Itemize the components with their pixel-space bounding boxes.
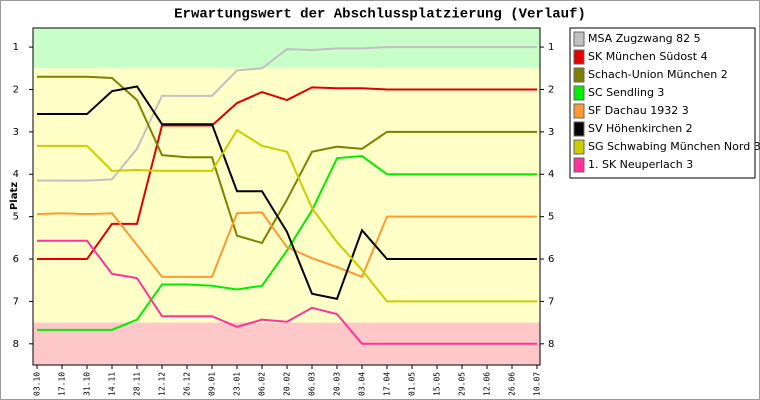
y-tick-label: 3 <box>548 127 554 138</box>
x-tick-label: 23.01 <box>233 372 242 396</box>
x-tick-label: 29.05 <box>458 372 467 396</box>
legend-label: SF Dachau 1932 3 <box>588 104 689 117</box>
x-tick-label: 01.05 <box>408 372 417 396</box>
x-tick-label: 20.02 <box>283 372 292 396</box>
chart-title: Erwartungswert der Abschlussplatzierung … <box>174 7 586 23</box>
y-tick-label: 4 <box>13 169 19 180</box>
x-tick-label: 12.12 <box>158 372 167 396</box>
x-tick-label: 10.07 <box>533 372 542 396</box>
y-tick-label: 8 <box>548 339 554 350</box>
x-tick-label: 17.04 <box>383 372 392 396</box>
x-tick-label: 03.10 <box>33 372 42 396</box>
series-line <box>37 85 537 301</box>
y-tick-label: 3 <box>13 127 19 138</box>
x-tick-label: 09.01 <box>208 372 217 396</box>
y-tick-label: 2 <box>548 84 554 95</box>
legend-swatch <box>573 121 585 137</box>
y-tick-label: 2 <box>13 84 19 95</box>
y-tick-label: 4 <box>548 169 554 180</box>
x-tick-label: 06.02 <box>258 372 267 396</box>
legend-label: SV Höhenkirchen 2 <box>588 122 693 135</box>
legend-swatch <box>573 157 585 173</box>
y-tick-label: 8 <box>13 339 19 350</box>
series-line <box>37 239 537 345</box>
band <box>33 68 540 323</box>
y-tick-label: 6 <box>548 254 554 265</box>
legend-label: SC Sendling 3 <box>588 86 664 99</box>
x-tick-label: 26.06 <box>508 372 517 396</box>
y-tick-label: 7 <box>13 296 19 307</box>
y-tick-label: 6 <box>13 254 19 265</box>
x-tick-label: 20.03 <box>333 372 342 396</box>
legend-label: 1. SK Neuperlach 3 <box>588 158 693 171</box>
x-tick-label: 03.04 <box>358 372 367 396</box>
x-tick-label: 12.06 <box>483 372 492 396</box>
legend-box <box>569 27 756 179</box>
legend-label: Schach-Union München 2 <box>588 68 728 81</box>
series-line <box>36 211 537 279</box>
legend-swatch <box>573 67 585 83</box>
x-tick-label: 28.11 <box>133 372 142 396</box>
legend-swatch <box>573 85 585 101</box>
x-tick-label: 17.10 <box>58 372 67 396</box>
y-tick-label: 5 <box>13 212 19 223</box>
x-tick-label: 31.10 <box>83 372 92 396</box>
legend-label: MSA Zugzwang 82 5 <box>588 32 701 45</box>
legend-swatch <box>573 49 585 65</box>
y-tick-label: 1 <box>13 42 19 53</box>
y-tick-label: 7 <box>548 296 554 307</box>
legend-swatch <box>573 31 585 47</box>
y-tick-label: 5 <box>548 212 554 223</box>
x-tick-label: 26.12 <box>183 372 192 396</box>
band <box>33 28 540 69</box>
y-tick-label: 1 <box>548 42 554 53</box>
series-line <box>37 154 537 331</box>
y-axis-label: Platz <box>9 182 20 210</box>
series-line <box>37 46 537 182</box>
legend-label: SG Schwabing München Nord 3 <box>588 140 760 153</box>
x-tick-label: 06.03 <box>308 372 317 396</box>
legend-swatch <box>573 103 585 119</box>
x-tick-label: 14.11 <box>108 372 117 396</box>
legend-label: SK München Südost 4 <box>588 50 708 63</box>
x-tick-label: 15.05 <box>433 372 442 396</box>
series-line <box>37 75 537 245</box>
series-line <box>37 128 537 303</box>
legend-swatch <box>573 139 585 155</box>
